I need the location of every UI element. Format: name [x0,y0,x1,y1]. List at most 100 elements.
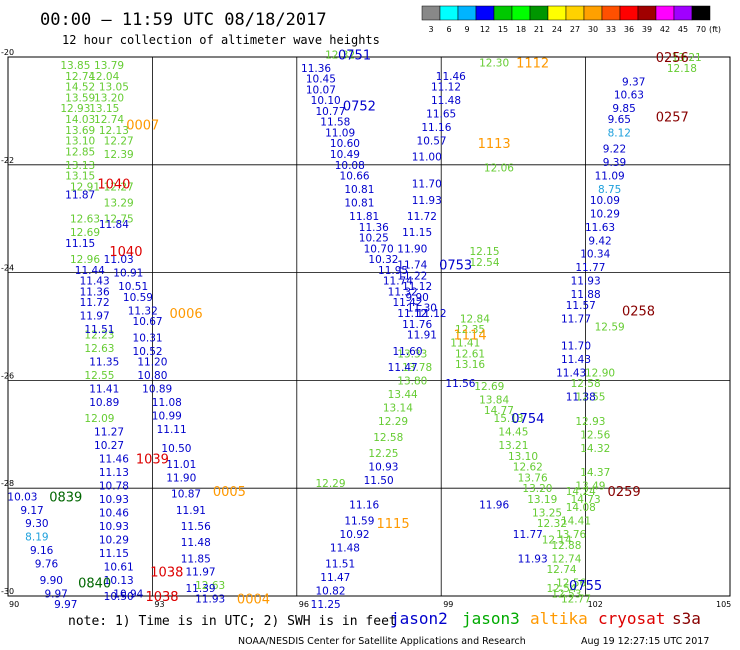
wave-height-value: 14.32 [580,443,610,455]
color-scale-swatch [439,5,459,21]
y-tick-label: -30 [1,587,14,596]
wave-height-value: 13.19 [527,494,557,506]
wave-height-value: 12.14 [542,534,572,546]
wave-height-value: 10.91 [113,268,143,280]
wave-height-value: 11.46 [436,71,466,83]
wave-height-value: 12.15 [469,246,499,258]
wave-height-value: 12.55 [575,392,605,404]
wave-height-value: 11.20 [137,357,167,369]
wave-height-value: 10.57 [417,136,447,148]
wave-height-value: 11.47 [320,572,350,584]
wave-height-value: 12.90 [585,367,615,379]
wave-height-value: 10.67 [133,316,163,328]
color-scale-swatch [493,5,513,21]
wave-height-value: 12.74 [65,71,95,83]
wave-height-value: 10.93 [99,494,129,506]
wave-height-value: 12.32 [325,49,355,61]
wave-height-value: 11.56 [181,521,211,533]
wave-height-value: 11.08 [152,397,182,409]
wave-height-value: 12.56 [580,429,610,441]
wave-height-value: 14.41 [561,516,591,528]
wave-height-value: 13.14 [383,402,413,414]
wave-height-value: 10.93 [368,462,398,474]
wave-height-value: 11.93 [195,594,225,606]
color-scale-swatch [619,5,639,21]
wave-height-value: 11.51 [84,324,114,336]
wave-height-value: 11.85 [181,553,211,565]
wave-height-value: 9.65 [608,114,631,126]
wave-height-value: 10.59 [123,292,153,304]
wave-height-value: 11.48 [181,537,211,549]
color-scale-swatch [637,5,657,21]
color-scale-unit: (ft) [709,25,721,34]
color-scale-label: 36 [624,25,634,34]
color-scale-legend: 3 6 9 12 15 18 21 24 27 30 33 36 39 42 45 70 (ft) [421,5,721,34]
wave-height-value: 11.11 [157,424,187,436]
pass-label: 0256 [656,51,689,66]
wave-height-value: 9.39 [603,157,626,169]
color-scale-swatch [511,5,531,21]
satellite-legend-entry: s3a [672,609,701,628]
wave-height-value: 10.10 [311,95,341,107]
wave-height-value: 11.88 [571,289,601,301]
pass-label: 0753 [439,259,472,274]
pass-label: 1040 [109,245,142,260]
wave-height-value: 10.87 [171,489,201,501]
wave-height-value: 11.35 [89,357,119,369]
wave-height-value: 10.60 [330,138,360,150]
wave-height-value: 8.75 [598,184,621,196]
wave-height-value: 11.03 [104,254,134,266]
wave-height-value: 13.21 [498,440,528,452]
wave-height-value: 13.85 [60,60,90,72]
wave-height-value: 11.50 [364,475,394,487]
wave-height-value: 11.81 [349,211,379,223]
wave-height-value: 11.16 [421,122,451,134]
wave-height-value: 13.84 [479,394,509,406]
chart-subtitle: 12 hour collection of altimeter wave hei… [62,33,380,47]
wave-height-value: 10.66 [340,171,370,183]
wave-height-value: 10.07 [306,84,336,96]
wave-height-value: 14.03 [65,114,95,126]
wave-height-value: 14.52 [65,82,95,94]
wave-height-value: 11.27 [94,427,124,439]
wave-height-value: 11.36 [359,222,389,234]
wave-height-value: 8.19 [25,532,48,544]
wave-height-value: 12.09 [84,413,114,425]
wave-height-value: 11.65 [426,109,456,121]
wave-height-value: 12.96 [70,254,100,266]
wave-height-value: 12.58 [571,378,601,390]
wave-height-value: 11.36 [301,63,331,75]
wave-height-value: 11.12 [402,281,432,293]
wave-height-value: 13.16 [455,359,485,371]
footer-timestamp: Aug 19 12:27:15 UTC 2017 [581,636,709,647]
wave-height-value: 11.97 [186,567,216,579]
wave-height-value: 11.39 [186,583,216,595]
wave-height-value: 11.97 [80,311,110,323]
wave-height-value: 11.12 [397,308,427,320]
color-scale-label: 9 [464,25,469,34]
wave-height-value: 12.39 [104,149,134,161]
wave-height-value: 11.60 [392,346,422,358]
wave-height-value: 12.63 [195,580,225,592]
color-scale-swatch [673,5,693,21]
wave-height-value: 12.61 [455,348,485,360]
wave-height-value: 11.43 [80,276,110,288]
wave-height-value: 11.47 [388,362,418,374]
wave-height-value: 10.94 [113,588,143,600]
wave-height-value: 12.53 [551,588,581,600]
wave-height-value: 10.63 [614,90,644,102]
wave-height-value: 12.69 [70,227,100,239]
wave-height-value: 11.70 [412,179,442,191]
wave-height-value: 11.42 [392,297,422,309]
wave-height-value: 12.58 [373,432,403,444]
pass-label: 0257 [656,110,689,125]
color-scale-label: 70 [696,25,706,34]
wave-height-value: 11.76 [402,319,432,331]
x-tick-label: 102 [588,600,603,609]
wave-height-value: 10.31 [133,332,163,344]
wave-height-value: 11.72 [80,297,110,309]
wave-height-value: 12.54 [547,583,577,595]
wave-height-value: 11.41 [89,383,119,395]
wave-height-value: 11.01 [166,459,196,471]
